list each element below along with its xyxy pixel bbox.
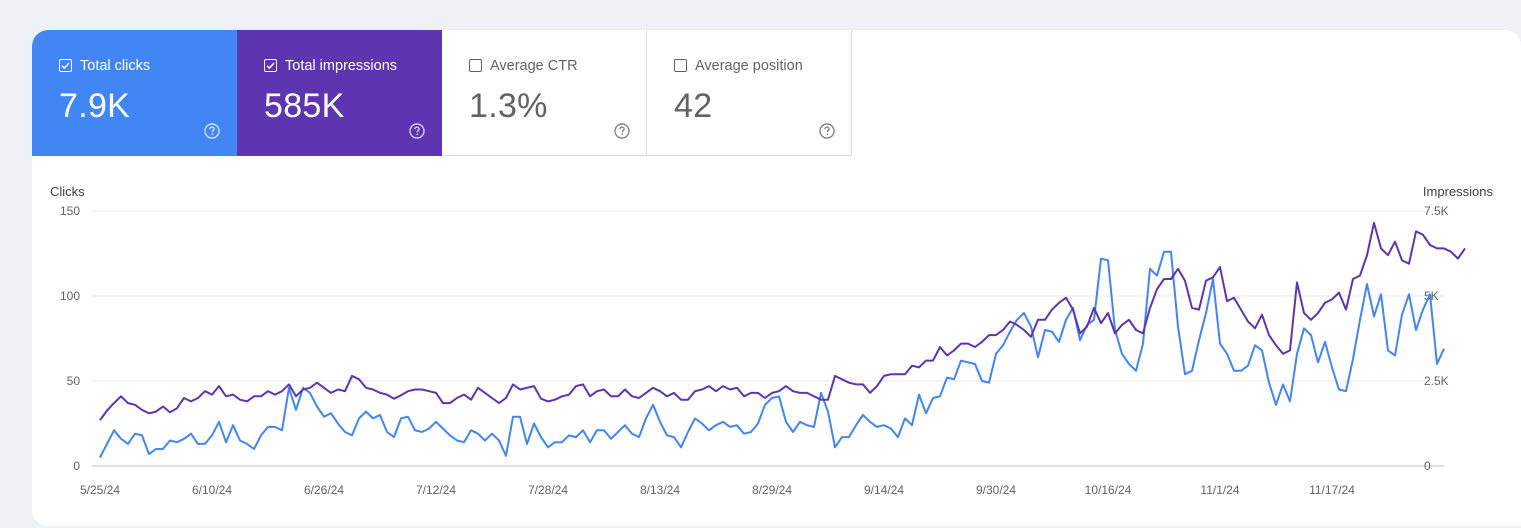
help-icon[interactable] (409, 123, 425, 139)
help-icon[interactable] (819, 123, 835, 139)
x-tick-label: 9/14/24 (864, 483, 904, 497)
x-tick-label: 8/29/24 (752, 483, 792, 497)
left-axis-title: Clicks (50, 184, 85, 199)
metric-tile-average-position[interactable]: Average position 42 (647, 30, 852, 156)
left-tick-label: 50 (67, 374, 81, 388)
x-tick-label: 11/1/24 (1200, 483, 1239, 497)
left-tick-label: 150 (60, 204, 80, 218)
left-tick-label: 100 (60, 289, 80, 303)
metric-label: Average CTR (490, 58, 578, 74)
checkbox-empty-icon[interactable] (469, 59, 482, 72)
x-tick-label: 5/25/24 (80, 483, 120, 497)
checkbox-empty-icon[interactable] (674, 59, 687, 72)
right-tick-label: 2.5K (1424, 374, 1449, 388)
metric-tile-total-impressions[interactable]: Total impressions 585K (237, 30, 442, 156)
metric-tiles: Total clicks 7.9K Total impressions 585K Ave… (32, 30, 852, 156)
x-tick-label: 6/10/24 (192, 483, 232, 497)
x-tick-label: 8/13/24 (640, 483, 680, 497)
checkbox-checked-icon[interactable] (264, 59, 277, 72)
x-tick-label: 6/26/24 (304, 483, 344, 497)
x-tick-label: 10/16/24 (1085, 483, 1132, 497)
metric-tile-total-clicks[interactable]: Total clicks 7.9K (32, 30, 237, 156)
metric-value: 1.3% (469, 87, 548, 125)
metric-value: 585K (264, 87, 345, 125)
metric-label: Total clicks (80, 58, 151, 74)
help-icon[interactable] (614, 123, 630, 139)
right-tick-label: 0 (1424, 459, 1431, 473)
metric-label: Total impressions (285, 58, 398, 74)
performance-card: Total clicks 7.9K Total impressions 585K Ave… (32, 30, 1521, 526)
left-tick-label: 0 (73, 459, 80, 473)
x-tick-label: 7/12/24 (416, 483, 456, 497)
metric-value: 42 (674, 87, 713, 125)
right-tick-label: 7.5K (1424, 204, 1449, 218)
metric-label: Average position (695, 58, 803, 74)
metric-tile-average-ctr[interactable]: Average CTR 1.3% (442, 30, 647, 156)
metric-value: 7.9K (59, 87, 131, 125)
checkbox-checked-icon[interactable] (59, 59, 72, 72)
help-icon[interactable] (204, 123, 220, 139)
clicks-series-line (99, 250, 1445, 458)
x-tick-label: 11/17/24 (1309, 483, 1355, 497)
impressions-series-line (99, 221, 1466, 421)
x-tick-label: 7/28/24 (528, 483, 568, 497)
x-tick-label: 9/30/24 (976, 483, 1016, 497)
right-axis-title: Impressions (1423, 184, 1494, 199)
